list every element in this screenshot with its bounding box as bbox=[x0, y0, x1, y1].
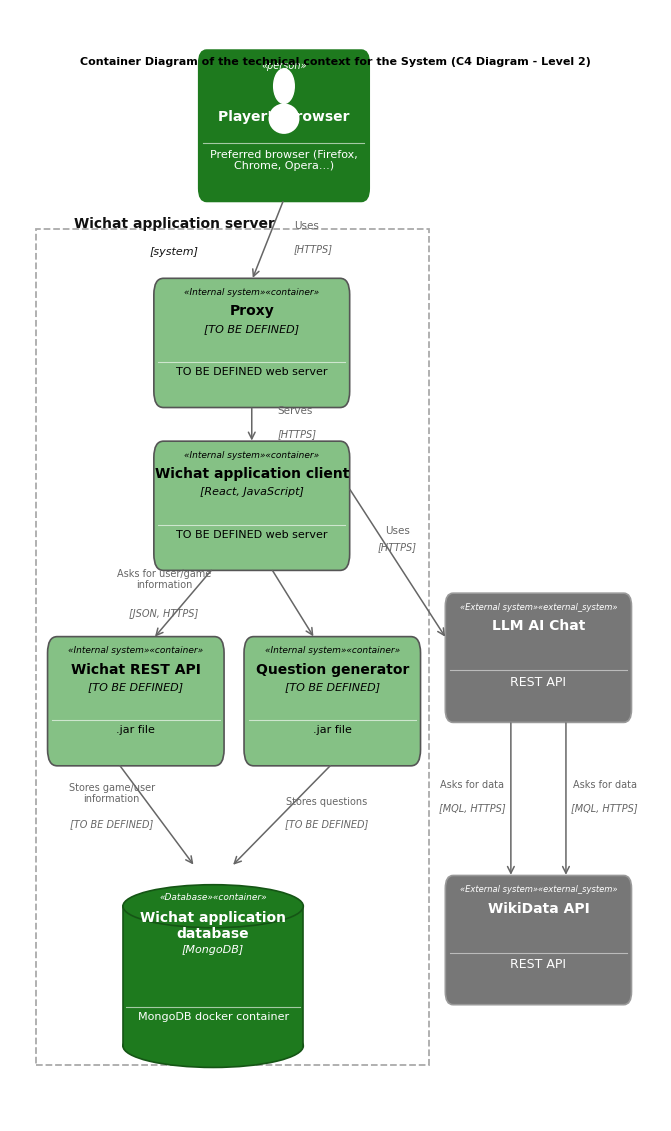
Text: [TO BE DEFINED]: [TO BE DEFINED] bbox=[204, 323, 299, 334]
Text: [HTTPS]: [HTTPS] bbox=[278, 429, 317, 439]
FancyBboxPatch shape bbox=[446, 593, 631, 723]
FancyBboxPatch shape bbox=[48, 637, 224, 766]
Text: [TO BE DEFINED]: [TO BE DEFINED] bbox=[89, 682, 183, 692]
Text: Proxy: Proxy bbox=[229, 304, 274, 318]
Text: Stores game/user
information: Stores game/user information bbox=[68, 783, 155, 804]
Text: Asks for data: Asks for data bbox=[572, 780, 637, 791]
Text: [MQL, HTTPS]: [MQL, HTTPS] bbox=[571, 803, 638, 813]
Text: Serves: Serves bbox=[278, 406, 313, 416]
Text: [React, JavaScript]: [React, JavaScript] bbox=[200, 486, 304, 497]
Text: Asks for data: Asks for data bbox=[440, 780, 504, 791]
Text: [TO BE DEFINED]: [TO BE DEFINED] bbox=[285, 820, 368, 829]
Text: «Database»«container»: «Database»«container» bbox=[159, 893, 267, 903]
FancyBboxPatch shape bbox=[123, 906, 303, 1046]
Text: .jar file: .jar file bbox=[116, 725, 155, 735]
Text: Wichat REST API: Wichat REST API bbox=[71, 663, 201, 676]
Text: Question generator: Question generator bbox=[256, 663, 409, 676]
FancyBboxPatch shape bbox=[199, 50, 369, 201]
Text: [system]: [system] bbox=[150, 248, 199, 258]
Text: «External system»«external_system»: «External system»«external_system» bbox=[460, 603, 617, 612]
Text: Wichat application server: Wichat application server bbox=[74, 217, 275, 231]
Text: Wichat application client: Wichat application client bbox=[154, 467, 349, 481]
Text: Uses: Uses bbox=[294, 221, 319, 231]
Text: «Internal system»«container»: «Internal system»«container» bbox=[265, 647, 400, 655]
Text: «person»: «person» bbox=[261, 61, 307, 71]
Text: TO BE DEFINED web server: TO BE DEFINED web server bbox=[176, 530, 327, 539]
Text: [TO BE DEFINED]: [TO BE DEFINED] bbox=[285, 682, 380, 692]
Circle shape bbox=[274, 69, 295, 104]
Text: «Internal system»«container»: «Internal system»«container» bbox=[68, 647, 203, 655]
Text: «Internal system»«container»: «Internal system»«container» bbox=[185, 451, 319, 460]
Text: [JSON, HTTPS]: [JSON, HTTPS] bbox=[130, 608, 199, 619]
Text: .jar file: .jar file bbox=[313, 725, 352, 735]
Text: «Internal system»«container»: «Internal system»«container» bbox=[185, 288, 319, 297]
Text: [MongoDB]: [MongoDB] bbox=[182, 946, 244, 956]
Text: LLM AI Chat: LLM AI Chat bbox=[492, 620, 585, 633]
Text: TO BE DEFINED web server: TO BE DEFINED web server bbox=[176, 368, 327, 377]
Text: Stores questions: Stores questions bbox=[286, 796, 368, 806]
Text: Player's Browser: Player's Browser bbox=[218, 110, 350, 124]
Ellipse shape bbox=[123, 884, 303, 927]
Text: Container Diagram of the technical context for the System (C4 Diagram - Level 2): Container Diagram of the technical conte… bbox=[80, 58, 591, 68]
Text: REST API: REST API bbox=[511, 675, 566, 689]
Text: Asks for user/game
information: Asks for user/game information bbox=[117, 569, 211, 590]
FancyBboxPatch shape bbox=[446, 875, 631, 1004]
Ellipse shape bbox=[268, 104, 299, 133]
Text: MongoDB docker container: MongoDB docker container bbox=[138, 1012, 289, 1022]
Text: «External system»«external_system»: «External system»«external_system» bbox=[460, 886, 617, 895]
Text: [HTTPS]: [HTTPS] bbox=[294, 244, 333, 254]
Text: Preferred browser (Firefox,
Chrome, Opera...): Preferred browser (Firefox, Chrome, Oper… bbox=[210, 150, 358, 172]
FancyBboxPatch shape bbox=[154, 278, 350, 407]
Text: [TO BE DEFINED]: [TO BE DEFINED] bbox=[70, 820, 153, 829]
Text: WikiData API: WikiData API bbox=[488, 901, 589, 915]
Text: [MQL, HTTPS]: [MQL, HTTPS] bbox=[439, 803, 505, 813]
Text: [HTTPS]: [HTTPS] bbox=[378, 542, 417, 552]
FancyBboxPatch shape bbox=[244, 637, 421, 766]
Ellipse shape bbox=[123, 1025, 303, 1068]
Text: Wichat application
database: Wichat application database bbox=[140, 910, 286, 941]
FancyBboxPatch shape bbox=[154, 441, 350, 570]
Text: REST API: REST API bbox=[511, 958, 566, 972]
Text: Uses: Uses bbox=[385, 526, 410, 536]
